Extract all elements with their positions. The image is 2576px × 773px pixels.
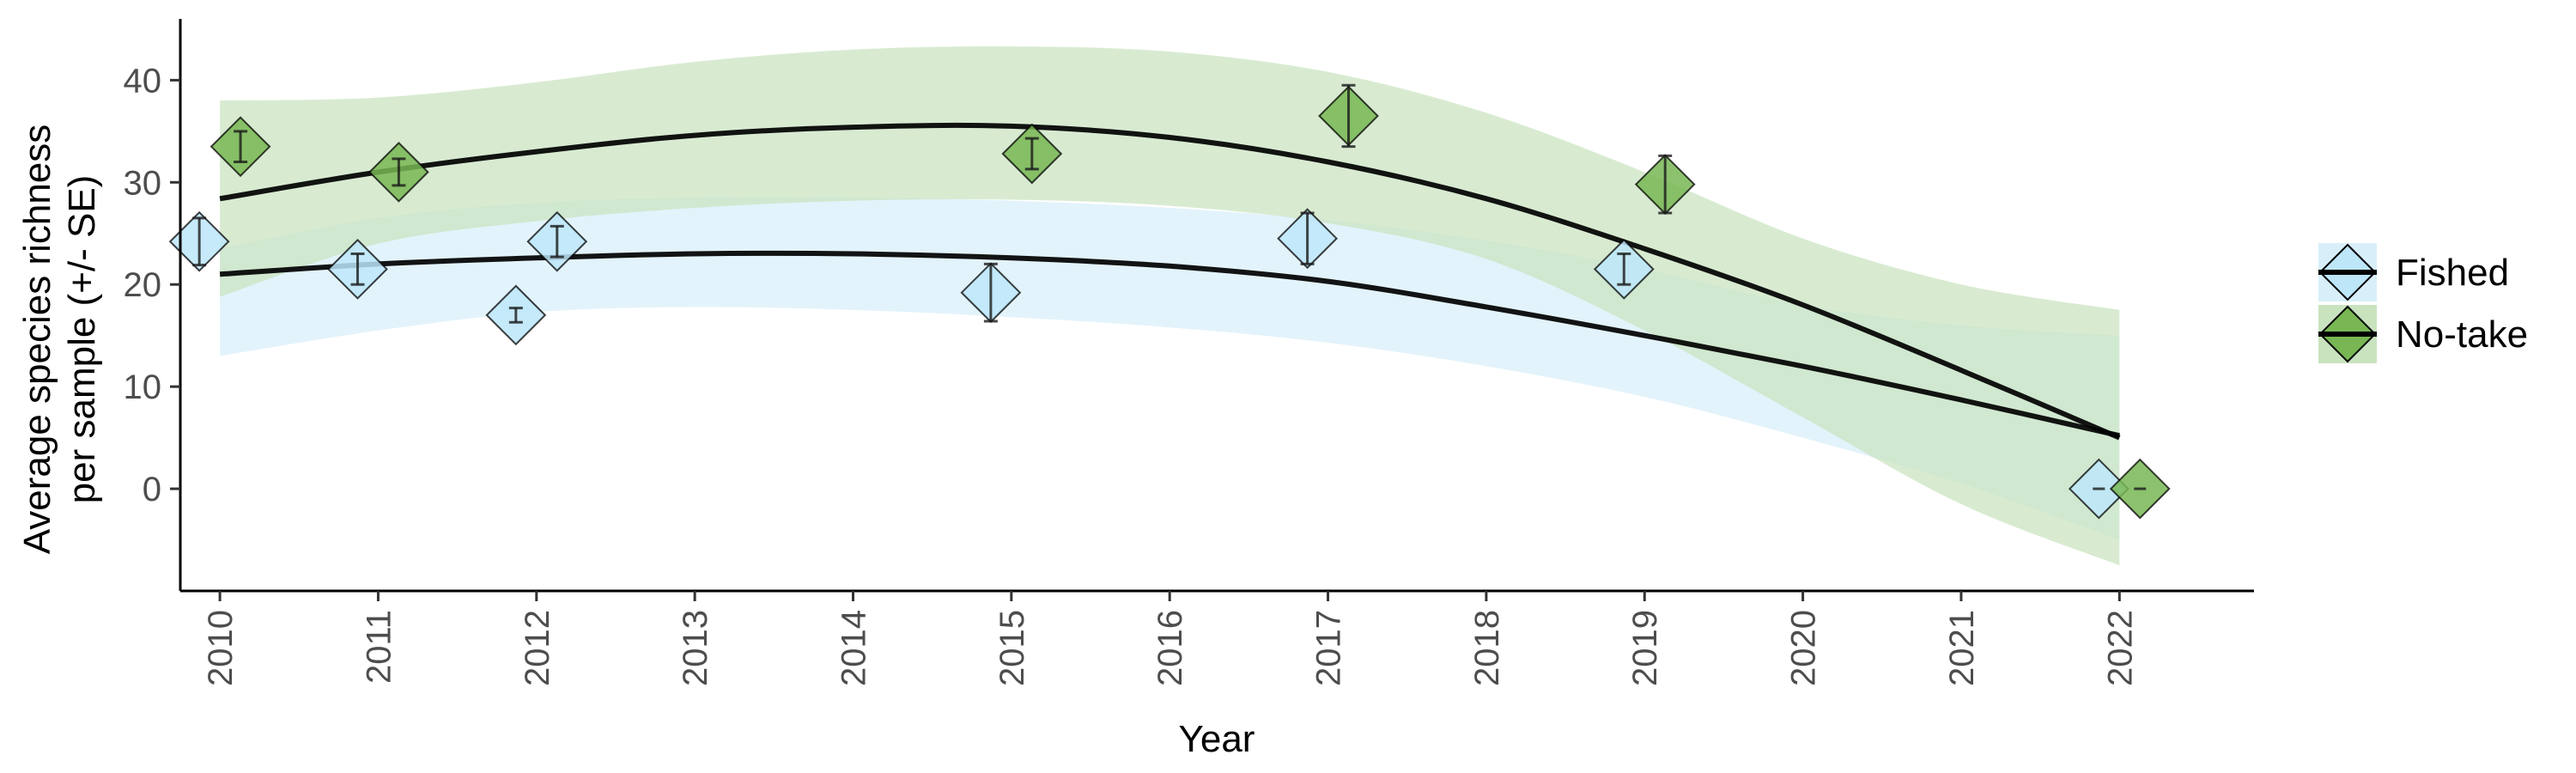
error-bar-no-take-1 — [392, 157, 406, 187]
point-no-take-3 — [1318, 83, 1379, 149]
x-axis-title: Year — [1179, 718, 1255, 760]
y-ticks: 0 10 20 30 40 — [124, 62, 180, 508]
y-tick-label-30: 30 — [124, 164, 162, 202]
x-tick-label-2018: 2018 — [1468, 610, 1506, 686]
error-bar-fished-2 — [508, 307, 523, 324]
point-no-take-0 — [210, 116, 271, 178]
x-tick-label-2019: 2019 — [1626, 610, 1664, 686]
y-tick-label-20: 20 — [124, 266, 162, 304]
point-fished-6 — [1593, 238, 1655, 300]
y-tick-label-10: 10 — [124, 368, 162, 406]
x-tick-label-2016: 2016 — [1151, 610, 1189, 686]
error-bar-no-take-0 — [234, 130, 248, 163]
x-ticks: 2010 2011 2012 2013 2014 2015 2016 2017 2018 2019… — [202, 591, 2139, 686]
point-fished-2 — [485, 284, 547, 346]
x-tick-label-2012: 2012 — [519, 610, 556, 686]
axes — [179, 19, 2254, 593]
point-no-take-4 — [1634, 154, 1696, 216]
error-bar-fished-0 — [192, 216, 207, 267]
fit-line-fished — [219, 250, 2120, 439]
point-no-take-2 — [1001, 123, 1063, 185]
error-bar-fished-1 — [350, 253, 365, 286]
legend-item-no-take: No-take — [2318, 305, 2528, 363]
x-tick-label-2014: 2014 — [835, 610, 872, 686]
y-axis-title-line-2: per sample (+/- SE) — [61, 175, 103, 504]
error-bar-no-take-4 — [1658, 154, 1673, 215]
point-no-take-1 — [368, 141, 429, 203]
point-no-take-5 — [2109, 458, 2171, 520]
error-bar-fished-4 — [983, 262, 998, 323]
y-tick-label-40: 40 — [124, 62, 162, 100]
legend-item-fished: Fished — [2318, 243, 2509, 301]
y-axis-title-line-1: Average species richness — [16, 125, 58, 555]
error-bar-no-take-3 — [1341, 83, 1356, 149]
x-tick-label-2022: 2022 — [2101, 610, 2139, 686]
x-tick-label-2021: 2021 — [1943, 610, 1981, 686]
x-tick-label-2011: 2011 — [360, 610, 398, 684]
point-fished-5 — [1277, 208, 1338, 270]
x-tick-label-2017: 2017 — [1310, 610, 1348, 686]
fit-lines — [219, 122, 2121, 441]
x-tick-label-2010: 2010 — [202, 610, 240, 686]
error-bar-fished-3 — [550, 224, 564, 259]
error-bar-no-take-2 — [1024, 137, 1039, 171]
legend: Fished No-take — [2318, 243, 2528, 363]
x-tick-label-2013: 2013 — [677, 610, 714, 686]
fit-line-no-take — [219, 122, 2121, 441]
legend-label-no-take: No-take — [2396, 313, 2528, 356]
point-fished-0 — [168, 210, 230, 272]
x-tick-label-2015: 2015 — [993, 610, 1031, 686]
point-fished-4 — [960, 262, 1022, 324]
error-bar-fished-6 — [1617, 253, 1631, 286]
x-tick-label-2020: 2020 — [1785, 610, 1823, 686]
point-fished-1 — [327, 238, 388, 300]
y-tick-label-0: 0 — [143, 471, 161, 508]
point-fished-3 — [526, 210, 588, 272]
legend-label-fished: Fished — [2396, 252, 2509, 294]
point-fished-7 — [2068, 458, 2129, 520]
error-bar-fished-5 — [1300, 211, 1315, 265]
